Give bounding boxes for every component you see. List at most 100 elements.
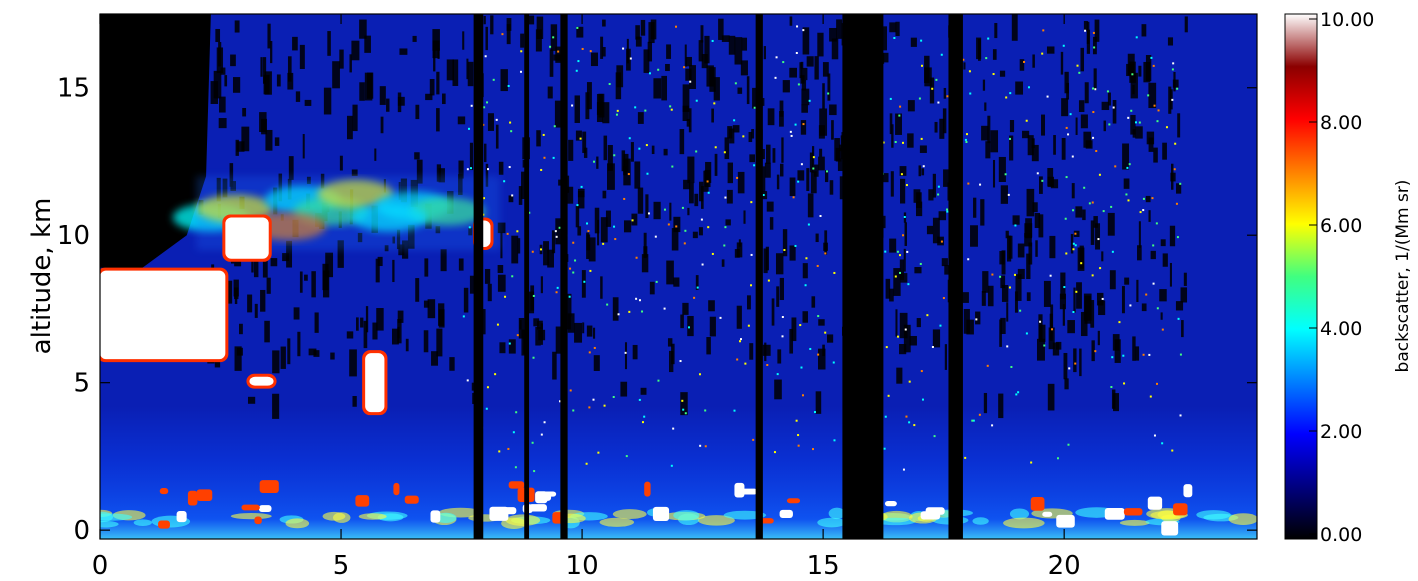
no-data-speck bbox=[272, 393, 280, 419]
no-data-speck bbox=[274, 137, 280, 146]
noise-dot bbox=[827, 92, 830, 95]
no-data-speck bbox=[938, 211, 947, 221]
no-data-speck bbox=[669, 350, 674, 373]
noise-dot bbox=[624, 351, 627, 354]
noise-dot bbox=[1161, 442, 1164, 445]
cloud-saturated bbox=[365, 353, 385, 413]
no-data-speck bbox=[229, 163, 234, 187]
noise-dot bbox=[739, 338, 742, 341]
no-data-speck bbox=[374, 148, 377, 161]
no-data-speck bbox=[772, 148, 776, 163]
no-data-speck bbox=[1032, 54, 1035, 68]
noise-dot bbox=[799, 324, 802, 327]
no-data-speck bbox=[680, 314, 684, 329]
no-data-speck bbox=[540, 276, 543, 294]
noise-dot bbox=[972, 419, 975, 422]
noise-dot bbox=[671, 165, 674, 168]
noise-dot bbox=[1006, 345, 1009, 348]
no-data-speck bbox=[1001, 285, 1009, 302]
noise-dot bbox=[641, 310, 644, 313]
noise-dot bbox=[603, 404, 606, 407]
noise-dot bbox=[1112, 106, 1115, 109]
no-data-speck bbox=[299, 44, 305, 69]
noise-dot bbox=[501, 33, 504, 36]
no-data-speck bbox=[594, 207, 600, 234]
no-data-speck bbox=[981, 290, 986, 306]
noise-dot bbox=[528, 211, 531, 214]
no-data-speck bbox=[741, 37, 748, 51]
no-data-speck bbox=[537, 320, 543, 330]
noise-dot bbox=[801, 394, 804, 397]
no-data-speck bbox=[924, 67, 932, 87]
y-axis-label: altitude, km bbox=[27, 198, 57, 355]
low-cloud bbox=[508, 481, 525, 489]
noise-dot bbox=[540, 433, 543, 436]
noise-dot bbox=[689, 80, 692, 83]
no-data-speck bbox=[688, 108, 692, 133]
noise-dot bbox=[908, 380, 911, 383]
noise-dot bbox=[1014, 224, 1017, 227]
noise-dot bbox=[808, 99, 811, 102]
no-data-speck bbox=[220, 67, 226, 75]
noise-dot bbox=[921, 398, 924, 401]
no-data-speck bbox=[732, 125, 740, 133]
no-data-speck bbox=[1026, 188, 1035, 217]
noise-dot bbox=[533, 470, 536, 473]
no-data-speck bbox=[829, 104, 837, 116]
no-data-speck bbox=[1107, 92, 1111, 106]
no-data-speck bbox=[822, 83, 825, 109]
no-data-speck bbox=[1153, 147, 1158, 163]
noise-dot bbox=[790, 134, 793, 137]
no-data-speck bbox=[802, 311, 808, 323]
no-data-speck bbox=[1017, 268, 1025, 279]
no-data-speck bbox=[802, 263, 808, 279]
low-cloud bbox=[1056, 514, 1075, 528]
noise-dot bbox=[707, 191, 710, 194]
no-data-speck bbox=[651, 145, 655, 155]
no-data-speck bbox=[711, 108, 714, 123]
no-data-speck bbox=[766, 144, 771, 164]
no-data-speck bbox=[1167, 37, 1174, 46]
noise-dot bbox=[1156, 120, 1159, 123]
noise-dot bbox=[470, 104, 473, 107]
no-data-speck bbox=[262, 259, 268, 278]
no-data-speck bbox=[230, 54, 236, 67]
no-data-speck bbox=[397, 310, 404, 323]
no-data-speck bbox=[392, 259, 395, 283]
no-data-speck bbox=[359, 82, 365, 101]
no-data-speck bbox=[624, 342, 628, 370]
no-data-speck bbox=[961, 292, 969, 303]
noise-dot bbox=[657, 68, 660, 71]
low-cloud bbox=[786, 498, 801, 504]
noise-dot bbox=[782, 61, 785, 64]
noise-dot bbox=[498, 450, 501, 453]
no-data-speck bbox=[260, 289, 266, 312]
noise-dot bbox=[1156, 307, 1159, 310]
no-data-speck bbox=[819, 148, 823, 157]
cloud-saturated bbox=[100, 270, 226, 360]
no-data-speck bbox=[287, 338, 291, 365]
noise-dot bbox=[781, 335, 784, 338]
no-data-speck bbox=[332, 61, 340, 89]
no-data-speck bbox=[728, 35, 736, 55]
no-data-speck bbox=[1094, 19, 1100, 42]
no-data-speck bbox=[789, 177, 796, 197]
no-data-speck bbox=[682, 84, 690, 112]
noise-dot bbox=[552, 36, 555, 39]
noise-dot bbox=[1041, 179, 1044, 182]
no-data-speck bbox=[706, 337, 711, 355]
noise-dot bbox=[1083, 186, 1086, 189]
no-data-speck bbox=[497, 274, 506, 292]
noise-dot bbox=[1004, 173, 1007, 176]
noise-dot bbox=[832, 361, 835, 364]
noise-dot bbox=[978, 413, 981, 416]
no-data-speck bbox=[769, 217, 774, 230]
surface-aerosol bbox=[673, 510, 700, 521]
noise-dot bbox=[1017, 391, 1020, 394]
no-data-speck bbox=[819, 108, 828, 136]
noise-dot bbox=[1171, 98, 1174, 101]
noise-dot bbox=[704, 445, 707, 448]
noise-dot bbox=[1176, 236, 1179, 239]
no-data-speck bbox=[605, 210, 611, 227]
noise-dot bbox=[902, 234, 905, 237]
